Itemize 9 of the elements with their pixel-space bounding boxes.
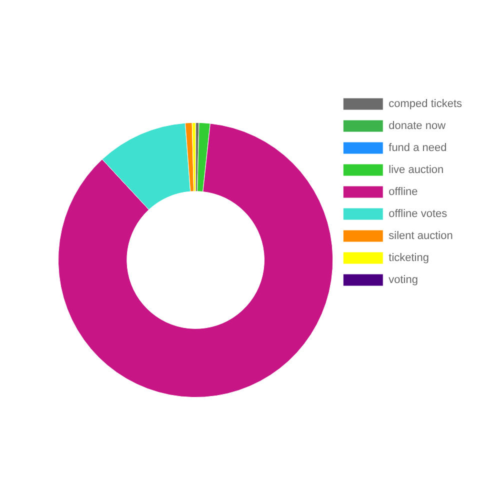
legend-label: live auction	[388, 164, 444, 176]
legend-label: ticketing	[388, 252, 429, 264]
legend-label: comped tickets	[388, 98, 462, 110]
legend-label: voting	[388, 274, 418, 286]
legend-label: offline votes	[388, 208, 448, 220]
legend-label: offline	[388, 186, 418, 198]
legend-label: silent auction	[388, 230, 453, 242]
legend-label: fund a need	[388, 142, 447, 154]
legend-label: donate now	[388, 120, 446, 132]
